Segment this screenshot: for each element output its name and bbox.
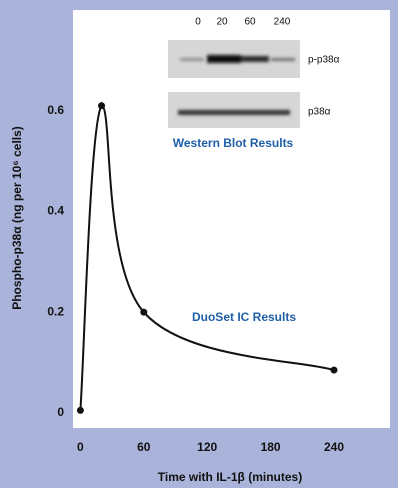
y-tick-label: 0.6 <box>47 103 64 117</box>
blot-row-label: p38α <box>308 107 331 118</box>
blot-top <box>168 40 300 78</box>
inset-title: Western Blot Results <box>173 136 294 150</box>
lane-label: 20 <box>216 17 228 28</box>
x-tick-label: 240 <box>324 440 344 454</box>
lane-label: 60 <box>244 17 256 28</box>
y-tick-label: 0.4 <box>47 204 64 218</box>
x-tick-label: 0 <box>77 440 84 454</box>
blot-bottom <box>168 92 300 128</box>
point <box>330 367 337 374</box>
x-tick-label: 180 <box>261 440 281 454</box>
blot-row-label: p-p38α <box>308 55 340 66</box>
point <box>140 309 147 316</box>
lane-label: 0 <box>195 17 201 28</box>
chart: 0 20 60 240 p-p38α p38α Western Blot Res… <box>0 0 398 488</box>
x-axis-label: Time with IL-1β (minutes) <box>158 470 302 484</box>
y-tick-label: 0 <box>57 405 64 419</box>
curve-label: DuoSet IC Results <box>192 310 296 324</box>
point <box>77 407 84 414</box>
x-tick-label: 60 <box>137 440 151 454</box>
y-tick-label: 0.2 <box>47 304 64 318</box>
x-tick-label: 120 <box>197 440 217 454</box>
point <box>98 102 105 109</box>
y-axis-label: Phospho-p38α (ng per 10⁶ cells) <box>10 126 24 310</box>
lane-label: 240 <box>274 17 291 28</box>
